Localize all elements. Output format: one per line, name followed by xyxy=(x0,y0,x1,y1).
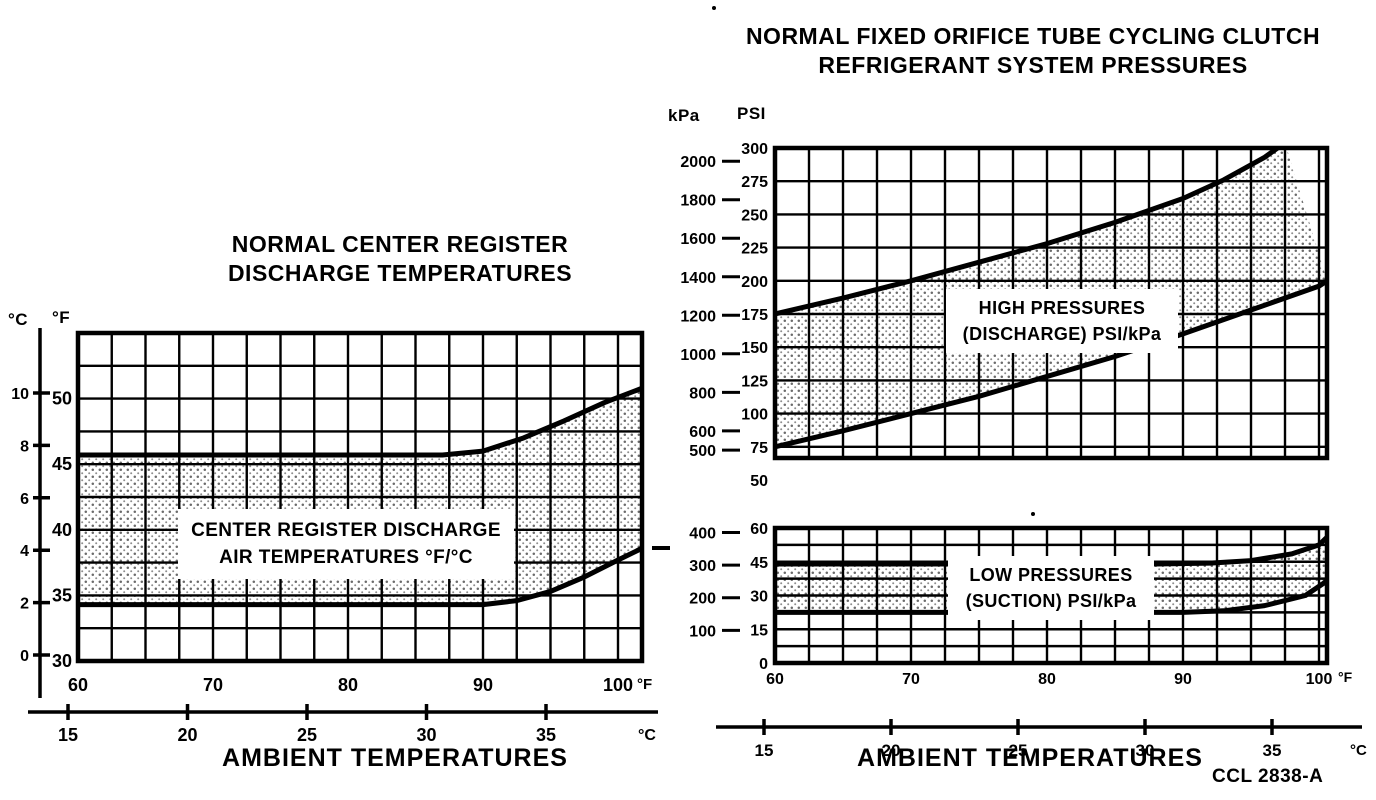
svg-text:15: 15 xyxy=(58,725,78,745)
svg-text:1400: 1400 xyxy=(680,270,716,287)
temps-title-line1: NORMAL CENTER REGISTER xyxy=(231,231,569,257)
svg-text:75: 75 xyxy=(750,440,768,457)
temps-chart-title: NORMAL CENTER REGISTER DISCHARGE TEMPERA… xyxy=(140,230,660,288)
svg-text:°C: °C xyxy=(638,727,656,744)
svg-text:2: 2 xyxy=(20,596,29,613)
svg-text:25: 25 xyxy=(1009,741,1028,760)
svg-text:1600: 1600 xyxy=(680,231,716,248)
svg-text:60: 60 xyxy=(68,675,88,695)
svg-text:35: 35 xyxy=(1263,741,1282,760)
svg-text:15: 15 xyxy=(750,622,768,639)
figure-code: CCL 2838-A xyxy=(1212,766,1324,787)
svg-text:200: 200 xyxy=(741,274,768,291)
svg-text:35: 35 xyxy=(536,725,556,745)
right-yaxis-psi-unit: PSI xyxy=(737,104,766,123)
scan-speck xyxy=(712,6,716,10)
svg-text:30: 30 xyxy=(1136,741,1155,760)
svg-text:100: 100 xyxy=(1306,671,1333,688)
svg-text:25: 25 xyxy=(297,725,317,745)
temps-title-line2: DISCHARGE TEMPERATURES xyxy=(227,260,573,286)
center-register-discharge-temps-grid xyxy=(76,331,642,663)
svg-text:30: 30 xyxy=(750,589,768,606)
svg-text:8: 8 xyxy=(20,438,29,455)
high-pressures-label-line1: HIGH PRESSURES xyxy=(978,298,1146,318)
svg-text:80: 80 xyxy=(1038,671,1056,688)
right-yaxis-kpa-unit: kPa xyxy=(668,106,700,125)
temps-band-label-line1: CENTER REGISTER DISCHARGE xyxy=(191,520,501,541)
svg-text:45: 45 xyxy=(750,555,768,572)
low-pressures-band-label: LOW PRESSURES (SUCTION) PSI/kPa xyxy=(948,556,1154,620)
svg-text:70: 70 xyxy=(203,675,223,695)
svg-text:°F: °F xyxy=(637,676,652,693)
high-pressures-band-label: HIGH PRESSURES (DISCHARGE) PSI/kPa xyxy=(946,289,1178,353)
svg-text:°C: °C xyxy=(1350,742,1367,759)
pressures-chart-title: NORMAL FIXED ORIFICE TUBE CYCLING CLUTCH… xyxy=(690,22,1376,80)
svg-text:0: 0 xyxy=(20,648,29,665)
svg-text:100: 100 xyxy=(603,675,633,695)
svg-text:500: 500 xyxy=(689,443,716,460)
svg-text:45: 45 xyxy=(52,454,72,474)
svg-text:60: 60 xyxy=(750,521,768,538)
svg-text:6: 6 xyxy=(20,491,29,508)
svg-text:1800: 1800 xyxy=(680,193,716,210)
left-yaxis-celsius-unit: °C xyxy=(8,310,29,329)
svg-text:4: 4 xyxy=(20,543,29,560)
svg-text:125: 125 xyxy=(741,373,768,390)
low-pressures-label-line1: LOW PRESSURES xyxy=(969,565,1133,585)
svg-text:250: 250 xyxy=(741,207,768,224)
svg-text:225: 225 xyxy=(741,241,768,258)
svg-text:20: 20 xyxy=(177,725,197,745)
svg-text:35: 35 xyxy=(52,585,72,605)
svg-text:15: 15 xyxy=(755,741,774,760)
svg-text:60: 60 xyxy=(766,671,784,688)
svg-text:1000: 1000 xyxy=(680,347,716,364)
temps-band-label: CENTER REGISTER DISCHARGE AIR TEMPERATUR… xyxy=(178,509,514,579)
pressures-title-line1: NORMAL FIXED ORIFICE TUBE CYCLING CLUTCH xyxy=(745,23,1321,49)
pressures-chart-plot: 3002752502252001751501251007550200018001… xyxy=(652,141,1367,760)
high-pressures-label-line2: (DISCHARGE) PSI/kPa xyxy=(962,324,1162,344)
pressures-xaxis-group: 60 70 80 90 100 °F 15 20 25 30 35 °C xyxy=(716,669,1367,760)
pressures-xaxis-caption: AMBIENT TEMPERATURES xyxy=(857,744,1203,772)
svg-text:70: 70 xyxy=(902,671,920,688)
svg-text:200: 200 xyxy=(689,591,716,608)
svg-text:100: 100 xyxy=(741,407,768,424)
svg-text:100: 100 xyxy=(689,623,716,640)
svg-text:400: 400 xyxy=(689,525,716,542)
left-yaxis-fahrenheit-unit: °F xyxy=(52,308,71,327)
svg-text:2000: 2000 xyxy=(680,154,716,171)
svg-text:°F: °F xyxy=(1338,669,1353,685)
svg-text:1200: 1200 xyxy=(680,308,716,325)
temps-band-label-line2: AIR TEMPERATURES °F/°C xyxy=(219,547,473,568)
svg-text:175: 175 xyxy=(741,307,768,324)
svg-text:40: 40 xyxy=(52,520,72,540)
pressures-title-line2: REFRIGERANT SYSTEM PRESSURES xyxy=(818,52,1248,78)
svg-text:275: 275 xyxy=(741,174,768,191)
temps-xaxis-caption: AMBIENT TEMPERATURES xyxy=(222,744,568,772)
scan-speck xyxy=(1031,512,1035,516)
svg-text:800: 800 xyxy=(689,385,716,402)
svg-text:50: 50 xyxy=(750,473,768,490)
svg-text:30: 30 xyxy=(416,725,436,745)
svg-text:80: 80 xyxy=(338,675,358,695)
svg-text:300: 300 xyxy=(689,558,716,575)
svg-text:150: 150 xyxy=(741,340,768,357)
svg-text:10: 10 xyxy=(11,386,29,403)
svg-text:600: 600 xyxy=(689,424,716,441)
svg-text:90: 90 xyxy=(1174,671,1192,688)
low-pressures-label-line2: (SUCTION) PSI/kPa xyxy=(965,591,1137,611)
svg-text:50: 50 xyxy=(52,389,72,409)
svg-text:300: 300 xyxy=(741,141,768,158)
svg-text:90: 90 xyxy=(473,675,493,695)
svg-text:30: 30 xyxy=(52,651,72,671)
svg-text:0: 0 xyxy=(759,656,768,673)
svg-text:20: 20 xyxy=(882,741,901,760)
